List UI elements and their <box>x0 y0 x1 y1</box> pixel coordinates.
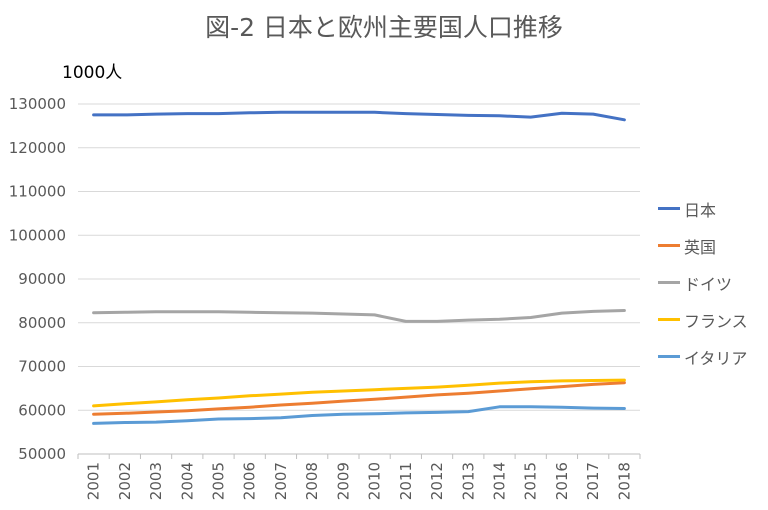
x-tick-label: 2013 <box>459 462 477 500</box>
legend-item: フランス <box>658 301 748 338</box>
legend-label: イタリア <box>684 348 748 368</box>
series-line-5 <box>92 405 626 425</box>
series-line-3 <box>92 309 626 323</box>
series-line-4 <box>92 378 626 408</box>
x-tick-label: 2010 <box>366 462 384 500</box>
y-tick-label: 90000 <box>18 270 66 288</box>
legend-item: イタリア <box>658 338 748 375</box>
series-lines <box>92 110 626 425</box>
legend-label: 日本 <box>684 200 717 220</box>
x-axis-ticks: 2001 2002 2003 2004 2005 2006 2007 2008 2009 2010… <box>85 462 634 500</box>
x-tick-label: 2009 <box>334 462 352 500</box>
x-tick-label: 2012 <box>428 462 446 500</box>
legend-item: 英国 <box>658 227 748 264</box>
legend-swatch <box>658 207 680 210</box>
series-line-1 <box>92 110 626 122</box>
y-axis-ticks: 50000 60000 70000 80000 90000 100000 110000 120… <box>9 95 66 463</box>
series-line-2 <box>92 381 626 416</box>
x-tick-label: 2017 <box>584 462 602 500</box>
y-tick-label: 130000 <box>9 95 66 113</box>
x-tick-label: 2006 <box>241 462 259 500</box>
x-tick-label: 2003 <box>147 462 165 500</box>
x-tick-label: 2008 <box>303 462 321 500</box>
y-tick-label: 80000 <box>18 314 66 332</box>
legend-label: フランス <box>684 311 748 331</box>
y-tick-label: 70000 <box>18 358 66 376</box>
x-tick-label: 2015 <box>522 462 540 500</box>
x-tick-label: 2007 <box>272 462 290 500</box>
legend-label: 英国 <box>684 237 717 257</box>
legend-swatch <box>658 318 680 321</box>
x-tick-label: 2014 <box>491 462 509 500</box>
legend-swatch <box>658 281 680 284</box>
y-axis-unit-label: 1000人 <box>62 63 123 83</box>
x-tick-label: 2011 <box>397 462 415 500</box>
legend: 日本英国ドイツフランスイタリア <box>658 190 748 375</box>
legend-item: ドイツ <box>658 264 748 301</box>
y-tick-label: 60000 <box>18 401 66 419</box>
gridlines <box>77 103 641 459</box>
x-tick-label: 2016 <box>553 462 571 500</box>
x-tick-label: 2018 <box>615 462 633 500</box>
x-tick-label: 2004 <box>178 462 196 500</box>
x-tick-label: 2001 <box>85 462 103 500</box>
y-tick-label: 100000 <box>9 226 66 244</box>
legend-label: ドイツ <box>684 274 733 294</box>
y-tick-label: 120000 <box>9 139 66 157</box>
legend-swatch <box>658 244 680 247</box>
chart-title: 図-2 日本と欧州主要国人口推移 <box>205 13 563 42</box>
x-tick-label: 2005 <box>210 462 228 500</box>
y-tick-label: 50000 <box>18 445 66 463</box>
x-tick-label: 2002 <box>116 462 134 500</box>
legend-item: 日本 <box>658 190 748 227</box>
legend-swatch <box>658 355 680 358</box>
y-tick-label: 110000 <box>9 183 66 201</box>
